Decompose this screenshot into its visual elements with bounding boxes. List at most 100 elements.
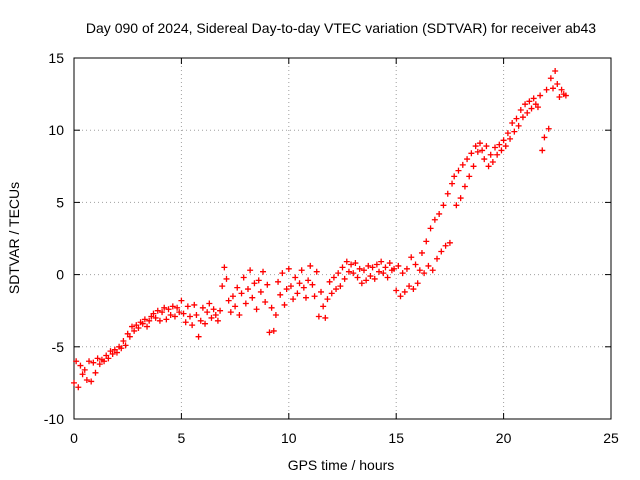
data-point-marker — [238, 290, 245, 297]
data-point-marker — [221, 264, 228, 271]
y-tick-label: -10 — [44, 411, 64, 427]
data-point-marker — [118, 345, 125, 352]
y-tick-label: -5 — [52, 339, 65, 355]
data-point-marker — [210, 306, 217, 313]
data-point-marker — [438, 248, 445, 255]
data-point-marker — [294, 290, 301, 297]
data-point-marker — [461, 183, 468, 190]
data-point-marker — [558, 86, 565, 93]
data-point-marker — [77, 362, 84, 369]
data-point-marker — [459, 161, 466, 168]
data-point-marker — [369, 264, 376, 271]
data-point-marker — [163, 316, 170, 323]
data-point-marker — [105, 355, 112, 362]
x-tick-label: 15 — [388, 430, 404, 446]
data-point-marker — [391, 265, 398, 272]
data-point-marker — [300, 284, 307, 291]
data-point-marker — [281, 301, 288, 308]
data-point-marker — [146, 317, 153, 324]
data-point-marker — [541, 134, 548, 141]
data-point-marker — [373, 261, 380, 268]
data-point-marker — [509, 119, 516, 126]
data-point-marker — [71, 379, 77, 386]
data-point-marker — [455, 167, 462, 174]
data-point-marker — [348, 261, 355, 268]
data-point-marker — [515, 122, 522, 129]
data-point-marker — [554, 80, 561, 87]
data-point-marker — [169, 303, 176, 310]
data-point-marker — [418, 249, 425, 256]
data-point-marker — [298, 267, 305, 274]
data-point-marker — [550, 85, 557, 92]
data-point-marker — [466, 173, 473, 180]
data-point-marker — [217, 307, 224, 314]
data-point-marker — [101, 358, 108, 365]
data-point-marker — [90, 359, 97, 366]
data-point-marker — [144, 323, 151, 330]
data-point-marker — [335, 270, 342, 277]
data-point-marker — [139, 320, 146, 327]
data-point-marker — [363, 277, 370, 284]
data-point-marker — [408, 254, 415, 261]
data-point-marker — [507, 135, 514, 142]
data-point-marker — [113, 349, 120, 356]
data-point-marker — [199, 304, 206, 311]
data-point-marker — [522, 101, 529, 108]
chart-title: Day 090 of 2024, Sidereal Day-to-day VTE… — [86, 20, 596, 36]
data-point-marker — [552, 67, 559, 74]
data-point-marker — [526, 98, 533, 105]
data-point-marker — [232, 303, 239, 310]
data-point-marker — [401, 288, 408, 295]
data-point-marker — [257, 288, 264, 295]
data-point-marker — [410, 286, 417, 293]
data-point-marker — [202, 320, 209, 327]
data-point-marker — [386, 260, 393, 267]
data-point-marker — [307, 262, 314, 269]
data-point-marker — [309, 281, 316, 288]
data-point-marker — [498, 147, 505, 154]
data-point-marker — [399, 270, 406, 277]
data-point-marker — [120, 338, 127, 345]
data-point-marker — [191, 301, 198, 308]
data-point-marker — [324, 296, 331, 303]
data-point-marker — [272, 312, 279, 319]
data-point-marker — [223, 275, 230, 282]
data-point-marker — [249, 294, 256, 301]
x-tick-label: 20 — [496, 430, 512, 446]
data-point-marker — [504, 130, 511, 137]
data-point-marker — [260, 268, 267, 275]
data-point-marker — [305, 277, 312, 284]
data-point-marker — [313, 268, 320, 275]
data-point-marker — [152, 314, 159, 321]
x-axis-ticks: 0 5 10 15 20 25 — [70, 58, 619, 446]
data-point-marker — [264, 281, 271, 288]
data-point-marker — [122, 342, 129, 349]
data-point-marker — [528, 105, 535, 112]
data-point-marker — [395, 262, 402, 269]
data-point-marker — [485, 163, 492, 170]
data-point-marker — [244, 286, 251, 293]
data-point-marker — [427, 225, 434, 232]
data-point-marker — [251, 280, 258, 287]
data-point-marker — [131, 327, 138, 334]
data-point-marker — [189, 322, 196, 329]
data-point-marker — [86, 358, 93, 365]
x-tick-label: 5 — [178, 430, 186, 446]
data-point-marker — [322, 314, 329, 321]
data-point-marker — [184, 303, 191, 310]
data-point-marker — [436, 210, 443, 217]
y-tick-label: 0 — [56, 267, 64, 283]
data-point-marker — [496, 141, 503, 148]
data-point-marker — [268, 304, 275, 311]
data-point-marker — [161, 304, 168, 311]
data-point-marker — [165, 306, 172, 313]
data-point-marker — [171, 313, 178, 320]
data-point-marker — [545, 125, 552, 132]
data-point-marker — [79, 371, 86, 378]
data-point-marker — [94, 355, 101, 362]
data-point-marker — [376, 268, 383, 275]
data-point-marker — [81, 366, 88, 373]
data-point-marker — [416, 267, 423, 274]
data-point-marker — [208, 314, 215, 321]
plot-frame — [73, 57, 612, 420]
